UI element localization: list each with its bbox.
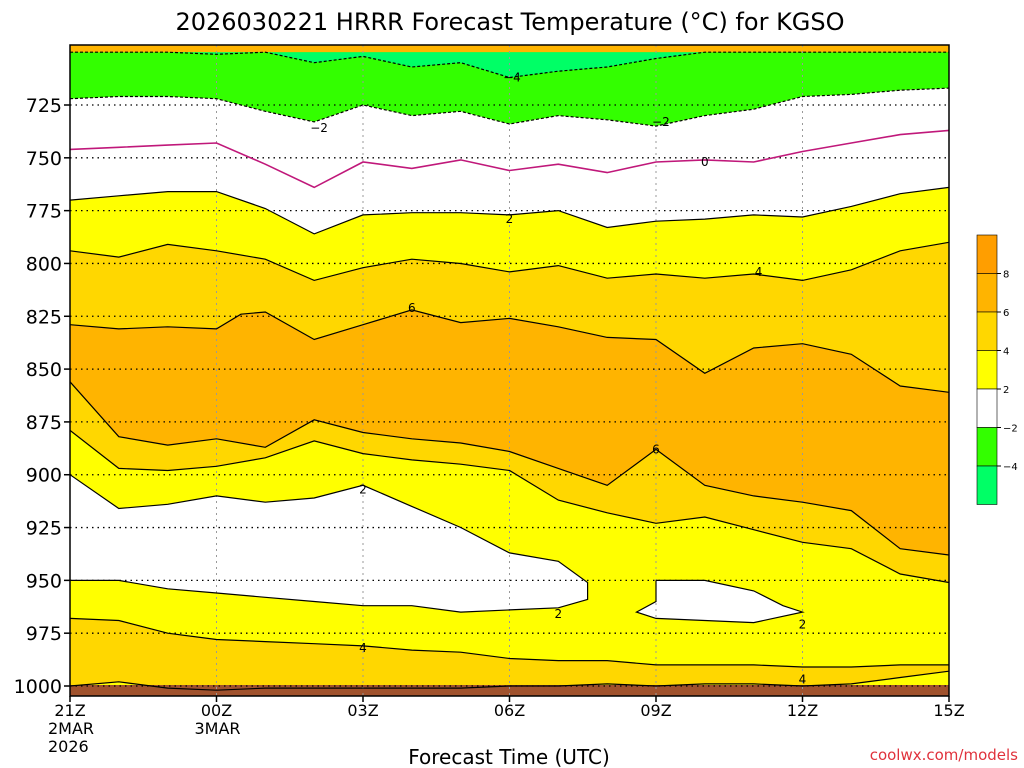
x-tick-label-03Z: 03Z — [347, 701, 378, 720]
contour-line-6-5 — [70, 309, 949, 393]
x-tick-label-00Z: 00Z — [201, 701, 232, 720]
contour-line-2-11 — [634, 579, 805, 624]
y-tick-label-800: 800 — [26, 253, 62, 275]
contour-line-4-4 — [70, 241, 949, 282]
y-tick-label-900: 900 — [26, 465, 62, 487]
y-axis: 725 750 775 800 825 850 875 900 925 950 975 1000 — [14, 95, 70, 698]
x-tick-label-15Z: 15Z — [933, 701, 964, 720]
contour-line-0-2 — [70, 129, 949, 189]
y-tick-label-1000: 1000 — [14, 676, 62, 698]
contour-line-4-9 — [70, 617, 949, 668]
y-tick-label-850: 850 — [26, 359, 62, 381]
contour-label-1: −2 — [310, 121, 328, 135]
x-tick-sublabel-2026: 2026 — [48, 737, 89, 756]
fill-minus4-to-minus2 — [70, 52, 949, 127]
fill-2-to-4-upper — [70, 187, 949, 281]
chart-title: 2026030221 HRRR Forecast Temperature (°C… — [175, 8, 844, 36]
contour-layer — [70, 51, 949, 691]
colorbar-swatch-2-4 — [976, 350, 998, 390]
contour-line-2-8 — [70, 474, 589, 613]
y-tick-label-775: 775 — [26, 201, 62, 223]
y-tick-label-875: 875 — [26, 412, 62, 434]
fill-cool-pocket-right — [636, 580, 803, 623]
contour-label-5: 4 — [755, 265, 763, 279]
colorbar-swatch-6-8 — [976, 273, 998, 313]
fill-4-to-6-upper — [70, 242, 949, 393]
colorbar-label-3: 2 — [1003, 385, 1009, 396]
contour-label-11: 4 — [359, 641, 367, 655]
contour-label-0: −4 — [503, 71, 521, 85]
y-tick-label-975: 975 — [26, 623, 62, 645]
ground-terrain — [70, 685, 949, 696]
colorbar-label-4: −2 — [1003, 424, 1018, 435]
x-tick-label-09Z: 09Z — [640, 701, 671, 720]
contour-label-3: 0 — [701, 155, 709, 169]
contour-label-2: −2 — [652, 115, 670, 129]
contour-label-10: 2 — [799, 618, 807, 632]
contour-label-8: 2 — [359, 483, 367, 497]
contour-line-4-7 — [70, 429, 949, 584]
x-tick-sublabel-3MAR: 3MAR — [195, 719, 241, 738]
colorbar-label-1: 6 — [1003, 308, 1009, 319]
contour-line-2-3 — [70, 186, 949, 235]
colorbar-swatch-4-6 — [976, 311, 998, 351]
fill-4-to-6-surface — [70, 618, 949, 696]
y-tick-label-750: 750 — [26, 148, 62, 170]
contour-line-4-10 — [70, 670, 949, 691]
colorbar-label-5: −4 — [1003, 462, 1018, 473]
credit-text: coolwx.com/models — [870, 746, 1018, 764]
y-tick-label-950: 950 — [26, 570, 62, 592]
x-tick-label-12Z: 12Z — [787, 701, 818, 720]
fill-cool-pocket-left — [70, 474, 588, 613]
x-tick-sublabel-2MAR: 2MAR — [48, 719, 94, 738]
colorbar-label-0: 8 — [1003, 270, 1009, 281]
grid-layer — [70, 45, 949, 696]
x-tick-label-06Z: 06Z — [494, 701, 525, 720]
colorbar-swatch--6--4 — [976, 465, 998, 505]
contour-label-6: 6 — [408, 301, 416, 315]
contour-label-12: 4 — [799, 673, 807, 687]
x-axis-title: Forecast Time (UTC) — [408, 745, 610, 768]
y-tick-label-725: 725 — [26, 95, 62, 117]
colorbar-swatch--4--2 — [976, 427, 998, 467]
contour-label-7: 6 — [652, 442, 660, 456]
contour-line-6-6 — [70, 381, 949, 556]
contour-line--2-1 — [70, 87, 949, 127]
colorbar-label-2: 4 — [1003, 347, 1009, 358]
colorbar-swatch-8-10 — [976, 234, 998, 274]
x-tick-label-21Z: 21Z — [54, 701, 85, 720]
y-tick-label-925: 925 — [26, 518, 62, 540]
contour-label-4: 2 — [506, 212, 514, 226]
contour-label-9: 2 — [555, 607, 563, 621]
y-tick-label-825: 825 — [26, 306, 62, 328]
contour-label-layer: −4 −2 −2 0 2 4 6 6 2 2 2 4 4 — [310, 71, 807, 687]
colorbar: 8 6 4 2 −2 −4 — [976, 234, 1018, 505]
colorbar-swatch--2-2 — [976, 388, 998, 428]
